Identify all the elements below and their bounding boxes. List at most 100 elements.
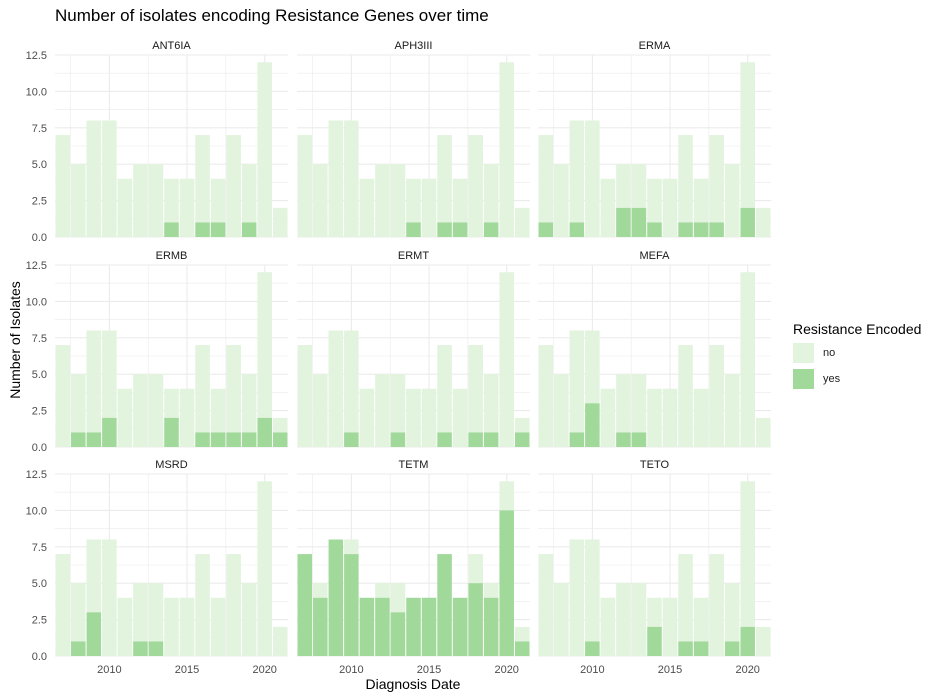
bar-no: [724, 583, 740, 642]
bar-yes: [241, 432, 257, 447]
bar-yes: [328, 539, 344, 656]
bar-no: [241, 164, 257, 223]
bar-yes: [538, 222, 554, 237]
bar-no: [554, 583, 569, 656]
legend-swatch-yes: [793, 369, 814, 389]
bar-no: [755, 626, 771, 656]
bar-no: [554, 164, 569, 237]
facet-panel-ermt: ERMT: [297, 250, 530, 448]
bar-no: [328, 330, 344, 447]
bar-no: [569, 330, 585, 433]
bar-no: [554, 374, 569, 447]
bar-no: [55, 345, 71, 447]
facet-panel-ant6ia: ANT6IA 0.0 2.5 5.0 7.5 10.0 12.5: [26, 40, 288, 244]
facet-panel-teto: TETO 2010 2015 2020: [538, 459, 771, 676]
bar-yes: [452, 222, 468, 237]
bar-no: [740, 62, 755, 208]
bar-yes: [483, 432, 499, 447]
x-tick-label: 2015: [417, 664, 441, 676]
bar-yes: [468, 432, 483, 447]
bar-no: [297, 135, 313, 237]
bar-no: [257, 62, 272, 237]
bar-no: [375, 583, 390, 598]
bar-no: [148, 583, 164, 642]
facet-panel-msrd: MSRD 0.0 2.5 5.0 7.5 10.0 12.5 2010 2015 2020: [26, 459, 288, 676]
bar-no: [86, 120, 102, 237]
bar-yes: [210, 432, 226, 447]
y-tick-label: 12.5: [26, 260, 47, 272]
bar-yes: [195, 432, 210, 447]
bar-no: [359, 388, 375, 447]
bar-no: [755, 417, 771, 447]
bar-no: [678, 345, 693, 447]
chart-title: Number of isolates encoding Resistance G…: [55, 6, 489, 25]
y-tick-label: 12.5: [26, 469, 47, 481]
bar-no: [631, 164, 647, 208]
bar-yes: [483, 222, 499, 237]
bar-no: [133, 374, 148, 447]
bar-no: [468, 345, 483, 433]
bar-yes: [421, 597, 437, 656]
bar-no: [662, 178, 678, 237]
bar-no: [585, 120, 600, 237]
bar-no: [483, 164, 499, 223]
facet-strip-label: TETO: [640, 459, 670, 471]
x-tick-label: 2010: [339, 664, 363, 676]
bar-no: [724, 164, 740, 237]
bar-no: [226, 345, 241, 433]
bar-no: [102, 330, 117, 418]
bar-yes: [148, 641, 164, 656]
bar-no: [164, 178, 179, 223]
bar-no: [257, 272, 272, 418]
bar-no: [195, 135, 210, 223]
facet-panel-tetm: TETM 2010 2015 2020: [297, 459, 530, 676]
bar-yes: [133, 641, 148, 656]
bar-no: [344, 330, 359, 433]
bar-no: [313, 164, 328, 237]
bar-no: [226, 554, 241, 656]
bar-no: [179, 388, 195, 447]
bar-no: [210, 178, 226, 223]
bar-no: [390, 164, 406, 237]
bar-yes: [86, 612, 102, 656]
bar-no: [328, 120, 344, 237]
bar-no: [406, 178, 421, 223]
bar-no: [709, 345, 724, 447]
bar-yes: [344, 554, 359, 656]
y-tick-label: 2.5: [32, 615, 47, 627]
bar-no: [662, 388, 678, 447]
bar-no: [272, 626, 288, 656]
x-axis-label: Diagnosis Date: [365, 676, 461, 692]
y-tick-label: 10.0: [26, 86, 47, 98]
bar-no: [272, 417, 288, 433]
x-tick-label: 2020: [252, 664, 276, 676]
bar-no: [740, 481, 755, 627]
bar-no: [662, 597, 678, 656]
bar-yes: [709, 222, 724, 237]
facet-panel-erma: ERMA: [538, 40, 771, 238]
bar-no: [272, 207, 288, 237]
bar-yes: [437, 222, 452, 237]
bar-no: [483, 374, 499, 433]
bar-no: [538, 135, 554, 223]
bar-yes: [693, 222, 709, 237]
y-tick-label: 5.0: [32, 578, 47, 590]
y-tick-label: 5.0: [32, 369, 47, 381]
facet-strip-label: MEFA: [640, 250, 671, 262]
bar-no: [647, 597, 662, 627]
bar-yes: [406, 222, 421, 237]
bar-no: [55, 554, 71, 656]
facet-panel-aph3iii: APH3III: [297, 40, 530, 238]
bar-yes: [631, 432, 647, 447]
facet-strip-label: ERMB: [156, 250, 188, 262]
bar-no: [514, 626, 530, 642]
facet-panel-ermb: ERMB 0.0 2.5 5.0 7.5 10.0 12.5: [26, 250, 288, 454]
facet-strip-label: ERMT: [398, 250, 429, 262]
bar-yes: [678, 641, 693, 656]
bar-yes: [647, 222, 662, 237]
bar-no: [313, 583, 328, 598]
bar-no: [483, 583, 499, 598]
bar-no: [210, 597, 226, 656]
bar-yes: [390, 612, 406, 656]
bar-no: [313, 374, 328, 447]
